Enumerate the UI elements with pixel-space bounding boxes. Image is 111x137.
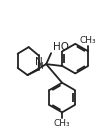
Text: H: H (36, 62, 42, 71)
Text: CH₃: CH₃ (54, 119, 70, 128)
Text: HO: HO (53, 42, 69, 52)
Text: CH₃: CH₃ (80, 36, 96, 45)
Text: N: N (35, 57, 43, 67)
